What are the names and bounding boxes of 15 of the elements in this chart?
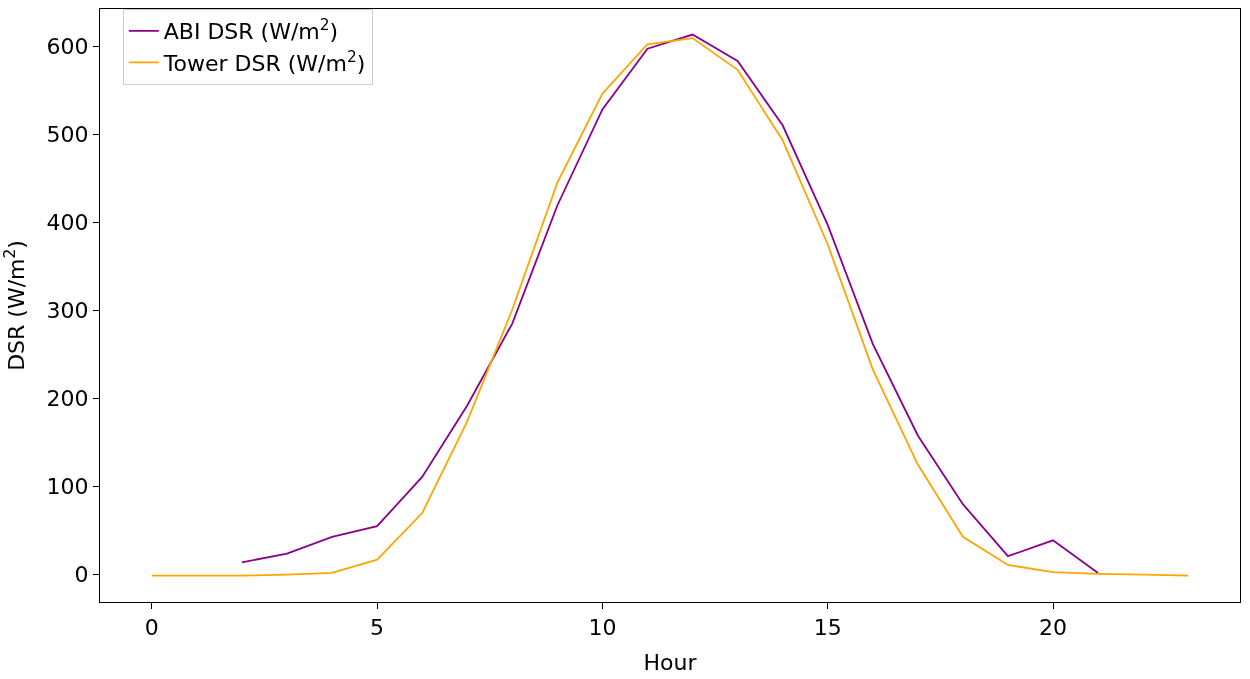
y-tick-label: 0 xyxy=(74,562,89,588)
y-tick-label: 100 xyxy=(46,474,89,500)
x-axis-title: Hour xyxy=(643,650,698,676)
y-tick-label: 400 xyxy=(46,209,89,235)
y-tick-label: 500 xyxy=(46,121,89,147)
x-tick-label: 10 xyxy=(588,615,617,641)
x-tick-label: 5 xyxy=(370,615,385,641)
legend-label: ABI DSR (W/m$^{2}$) xyxy=(163,16,339,45)
x-tick-label: 15 xyxy=(813,615,842,641)
y-tick-label: 200 xyxy=(46,386,89,412)
x-tick-label: 20 xyxy=(1039,615,1067,641)
x-tick-label: 0 xyxy=(144,615,159,641)
y-tick-label: 600 xyxy=(46,33,89,59)
legend-label: Tower DSR (W/m$^{2}$) xyxy=(162,47,366,76)
y-tick-label: 300 xyxy=(46,298,89,324)
